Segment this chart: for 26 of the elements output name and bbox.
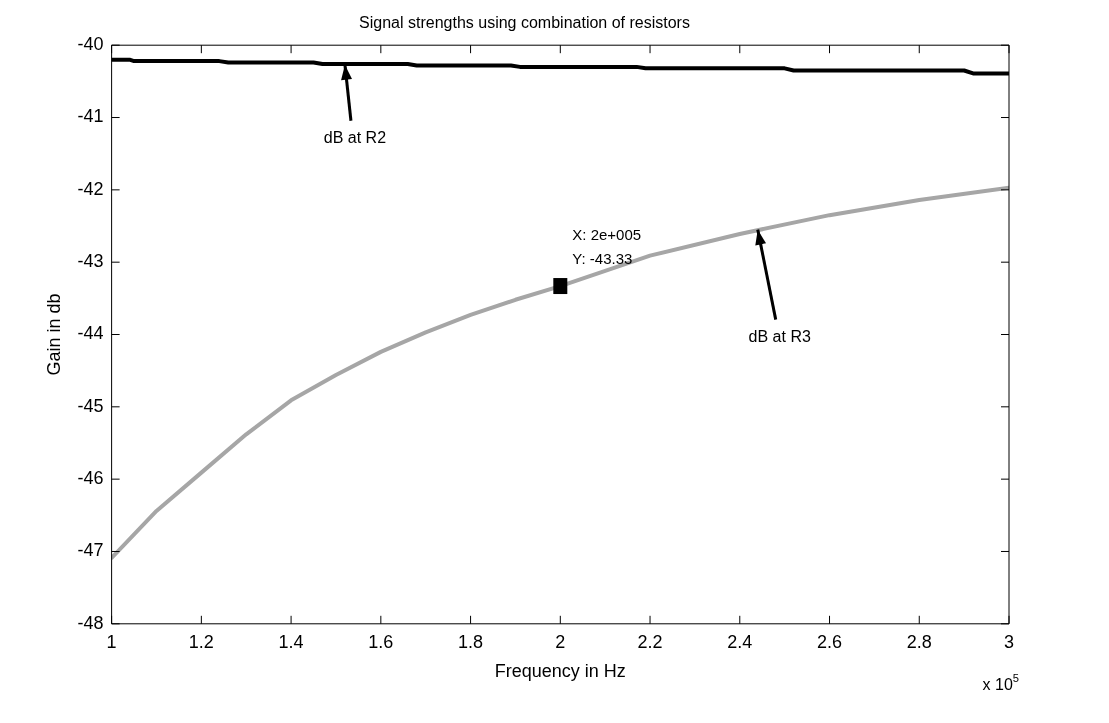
y-tick-label: -43 [77, 251, 104, 272]
x-tick-label: 1.2 [188, 631, 214, 652]
x-tick-label: 1.6 [368, 631, 394, 652]
x-tick-label: 1.8 [458, 631, 484, 652]
chart-title: Signal strengths using combination of resistors [359, 14, 690, 32]
x-tick-label: 3 [1003, 631, 1015, 652]
annotation: dB at R3 [748, 328, 811, 346]
x-tick-label: 2 [555, 631, 566, 652]
x-tick-label: 2.8 [906, 631, 932, 652]
annotation: dB at R2 [323, 129, 387, 147]
x-tick-label: 2.2 [637, 631, 663, 652]
y-tick-label: -47 [77, 540, 104, 561]
x-tick-label: 2.6 [817, 631, 843, 652]
y-tick-label: -40 [77, 34, 104, 55]
y-tick-label: -44 [77, 323, 104, 344]
y-tick-label: -46 [77, 468, 104, 489]
x-tick-label: 1 [106, 631, 117, 652]
y-tick-label: -41 [77, 106, 104, 127]
annotation: X: 2e+005 Y: -43.33 [572, 226, 642, 268]
x-axis-title: Frequency in Hz [494, 661, 626, 682]
y-axis-title: Gain in db [43, 293, 64, 376]
y-tick-label: -42 [77, 178, 104, 199]
y-tick-label: -48 [77, 612, 104, 633]
y-tick-label: -45 [77, 395, 104, 416]
x-tick-label: 1.4 [278, 631, 304, 652]
x-tick-label: 2.4 [727, 631, 753, 652]
